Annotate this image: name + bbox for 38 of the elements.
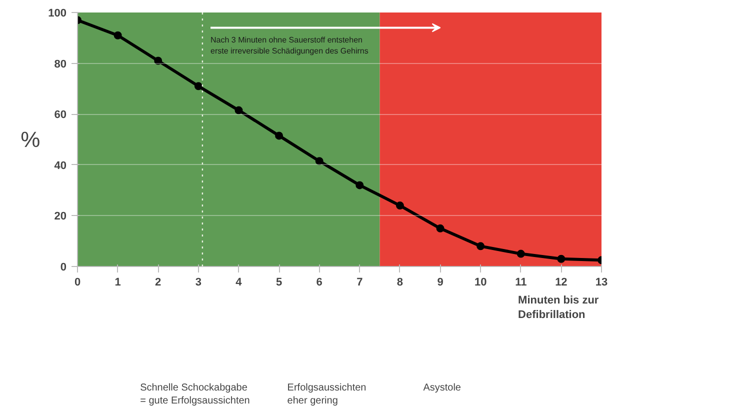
y-tick-label: 60 bbox=[54, 109, 67, 122]
x-tick-label: 12 bbox=[555, 276, 568, 288]
y-tick-label: 20 bbox=[54, 210, 67, 223]
x-tick-label: 2 bbox=[155, 276, 162, 288]
y-axis-title: % bbox=[20, 127, 40, 152]
point bbox=[275, 132, 284, 140]
text: Erfolgsaussichten eher gering bbox=[287, 382, 366, 407]
x-tick-label: 6 bbox=[316, 276, 322, 288]
point bbox=[436, 224, 444, 232]
point bbox=[315, 157, 324, 166]
point bbox=[516, 250, 525, 258]
x-tick-label: 5 bbox=[276, 276, 282, 288]
text: Schnelle Schockabgabe = gute Erfolgsaussichten bbox=[140, 382, 250, 407]
point bbox=[557, 254, 566, 263]
x-tick-label: 9 bbox=[437, 276, 444, 288]
x-tick-label: 7 bbox=[356, 276, 363, 288]
x-tick-label: 0 bbox=[74, 276, 81, 288]
x-tick-label: 4 bbox=[236, 276, 243, 288]
y-tick-label: 80 bbox=[54, 58, 67, 70]
annotation: Nach 3 Minuten ohne Sauerstoff entstehen erste irreversible Schädigungen des Gehirns bbox=[210, 36, 368, 56]
y-tick-label: 100 bbox=[48, 8, 67, 20]
x-tick-label: 8 bbox=[396, 276, 404, 288]
text: Asystole bbox=[423, 382, 462, 394]
point bbox=[194, 82, 202, 90]
x-tick-label: 13 bbox=[595, 276, 608, 288]
point bbox=[476, 242, 485, 250]
x-axis-title: Minuten bis zur Defibrillation bbox=[518, 294, 600, 321]
y-tick-label: 40 bbox=[54, 160, 67, 172]
point bbox=[154, 56, 162, 65]
point bbox=[114, 31, 122, 40]
point bbox=[234, 106, 243, 114]
x-tick-label: 11 bbox=[515, 276, 527, 288]
point bbox=[396, 202, 404, 210]
y-tick-label: 0 bbox=[60, 262, 67, 274]
x-tick-label: 3 bbox=[195, 276, 202, 288]
x-tick-label: 1 bbox=[114, 276, 121, 288]
x-tick-label: 10 bbox=[474, 276, 487, 288]
point bbox=[356, 181, 364, 190]
